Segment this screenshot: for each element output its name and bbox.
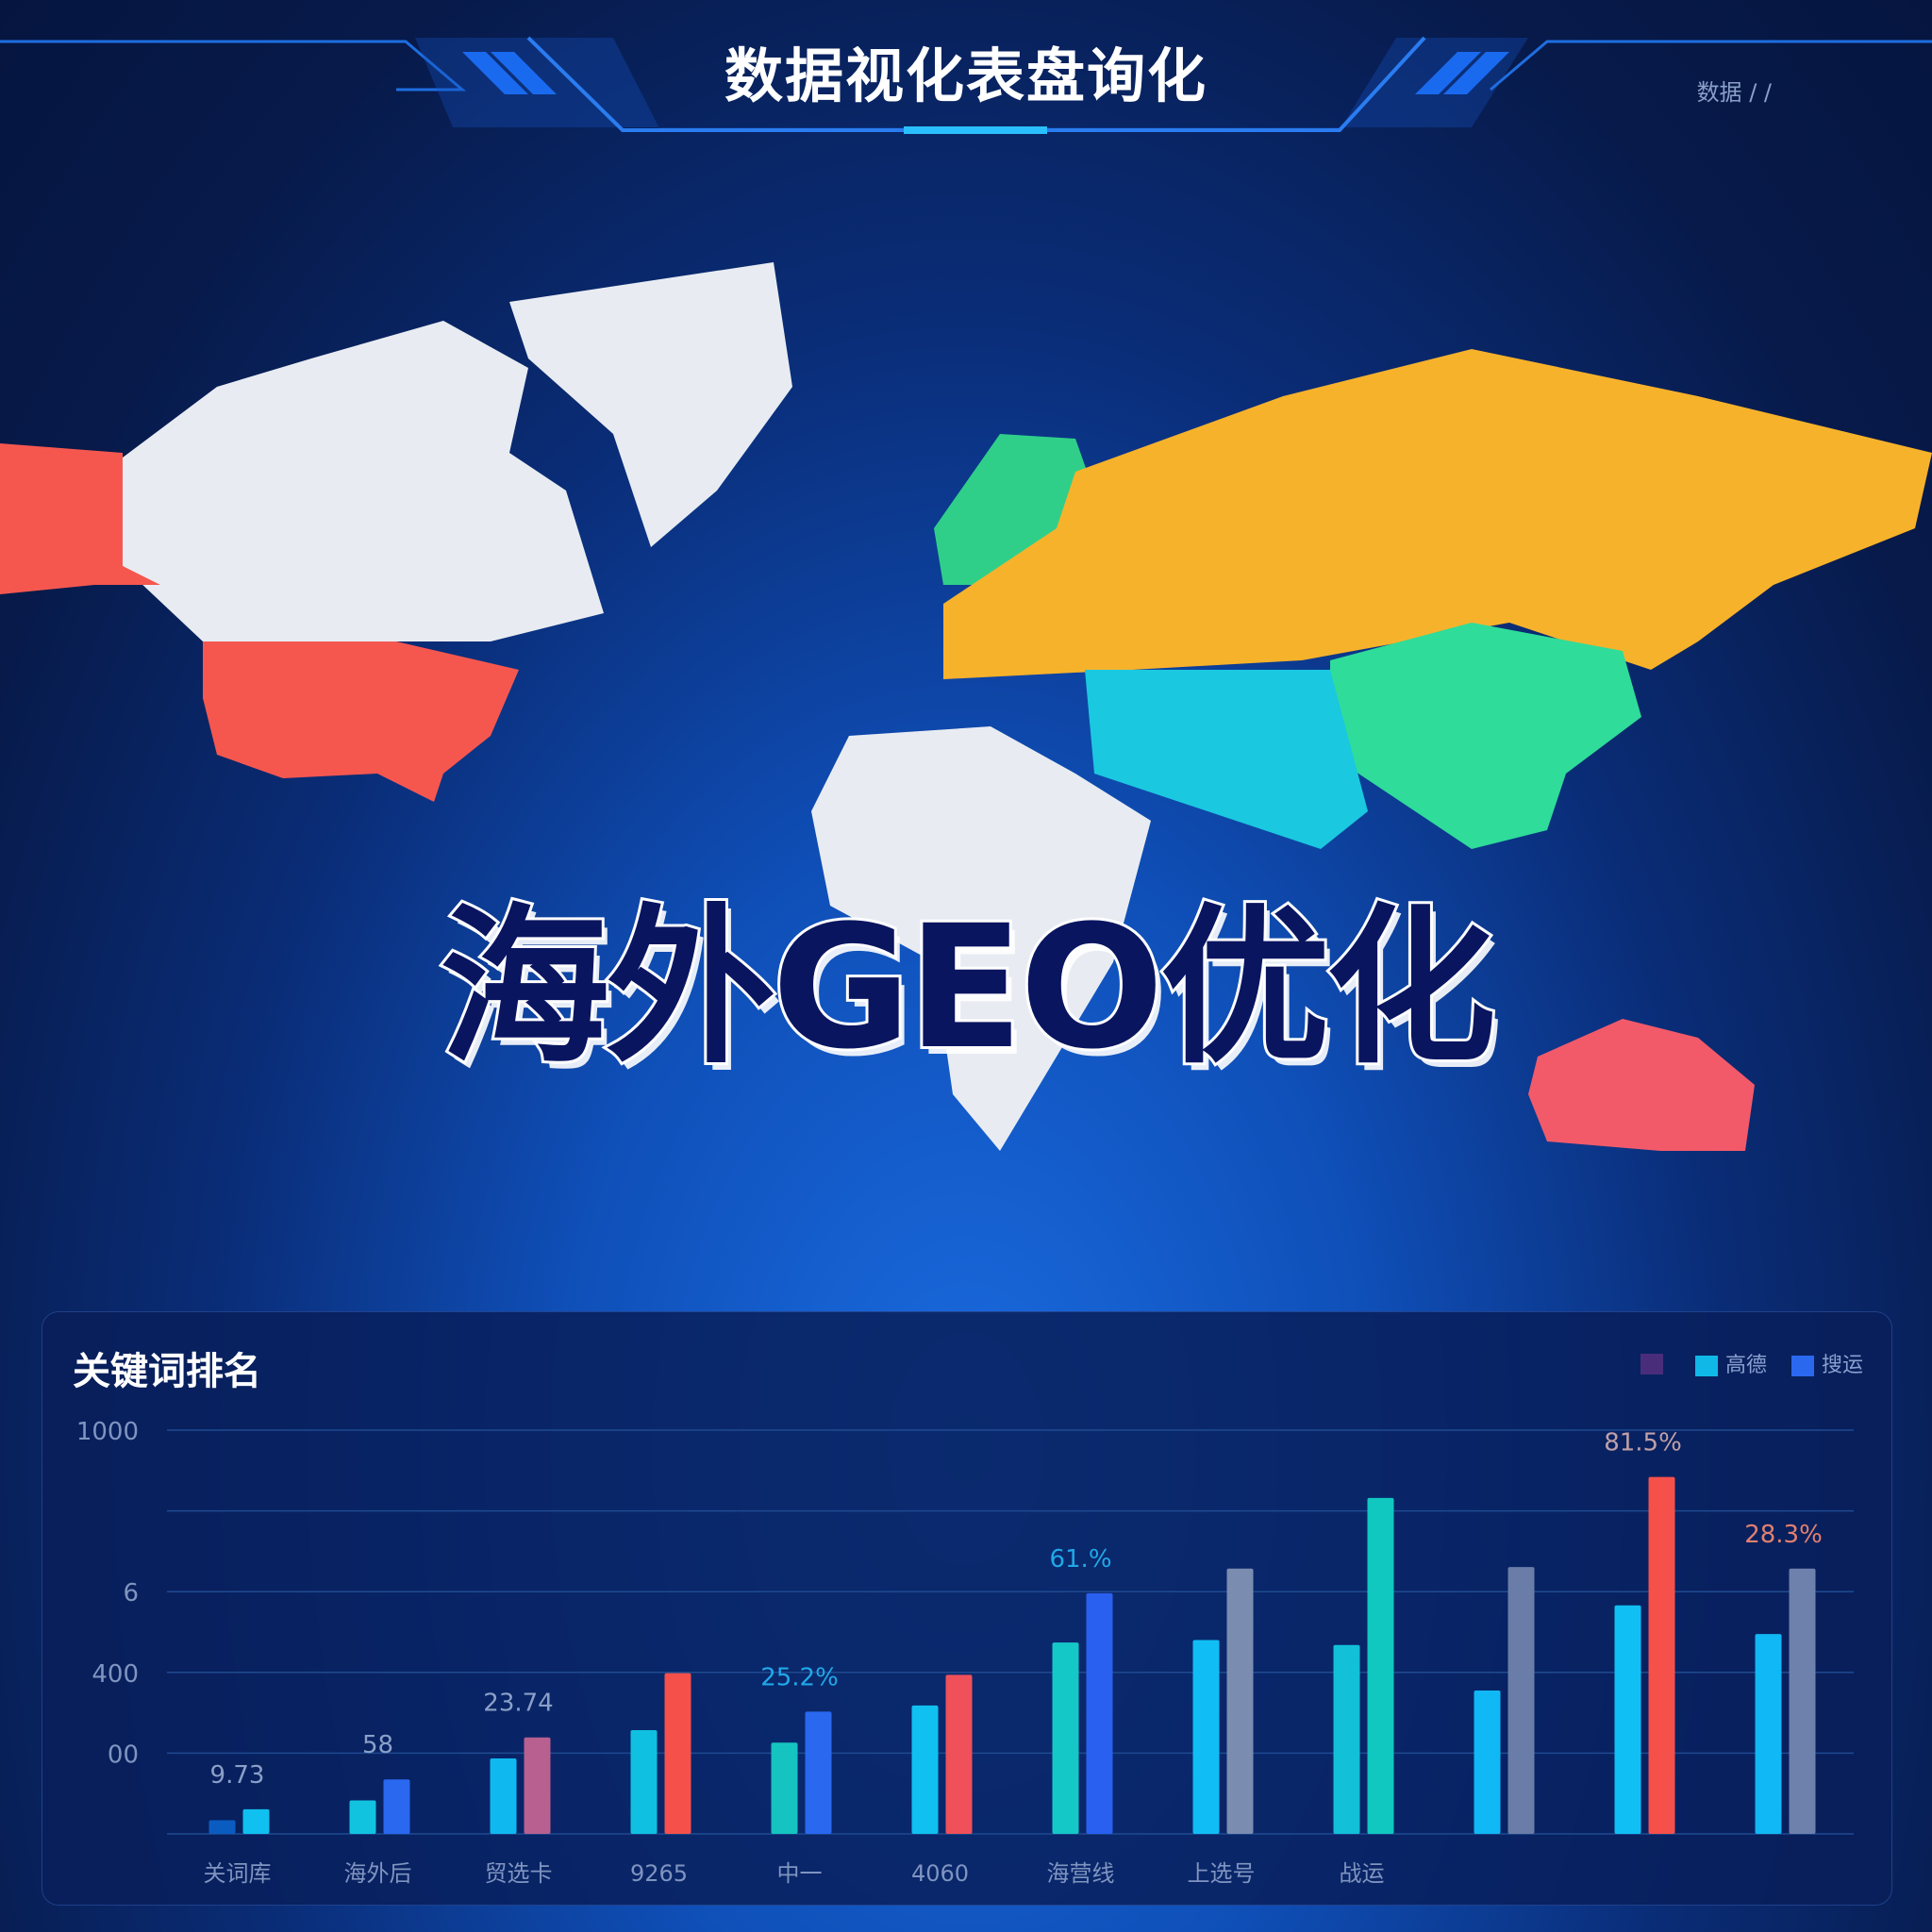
legend-label: 高德 xyxy=(1724,1354,1767,1377)
bar xyxy=(349,1800,376,1834)
header-breadcrumb: 数据 / / xyxy=(1696,79,1772,106)
bar xyxy=(911,1705,939,1834)
x-tick-label: 贸选卡 xyxy=(485,1860,553,1887)
data-label: 81.5% xyxy=(1604,1429,1682,1457)
map-greenland xyxy=(509,262,792,547)
data-label: 58 xyxy=(362,1731,393,1759)
y-tick-label: 6 xyxy=(123,1579,139,1607)
data-label: 25.2% xyxy=(760,1663,839,1691)
bar xyxy=(630,1730,658,1834)
world-map xyxy=(0,262,1932,1151)
bar xyxy=(664,1673,691,1834)
legend-item[interactable]: 高德 xyxy=(1694,1348,1767,1378)
legend-swatch xyxy=(1790,1356,1814,1376)
map-usa xyxy=(203,641,519,802)
x-tick-label: 上选号 xyxy=(1188,1860,1256,1887)
x-tick-label: 中一 xyxy=(777,1860,823,1887)
bar xyxy=(771,1742,798,1834)
bar xyxy=(1333,1644,1360,1834)
bar xyxy=(1192,1640,1220,1834)
map-north-america xyxy=(123,321,604,641)
x-tick-label: 战运 xyxy=(1340,1860,1385,1887)
data-label: 28.3% xyxy=(1744,1521,1823,1549)
bar xyxy=(1226,1568,1254,1834)
legend-item[interactable]: 搜运 xyxy=(1790,1348,1863,1378)
map-australia xyxy=(1528,1019,1755,1151)
bar xyxy=(805,1711,832,1834)
y-tick-label: 1000 xyxy=(76,1418,139,1446)
bar-chart: 1000 6 400 00 关词库 海外后 贸选卡 9265 中一 4060 海营线 上选号 战运 9.7… xyxy=(76,1418,1854,1887)
map-china xyxy=(1330,623,1641,849)
x-tick-label: 关词库 xyxy=(204,1860,272,1887)
keyword-ranking-panel: 关键词排名 高德 搜运 1000 6 400 00 关词库 海外后 贸选卡 9265 中一 406… xyxy=(42,1311,1892,1906)
map-africa xyxy=(811,726,1151,1151)
legend-item[interactable] xyxy=(1640,1352,1671,1375)
bar xyxy=(1755,1634,1782,1834)
x-tick-label: 4060 xyxy=(911,1860,969,1887)
data-label: 9.73 xyxy=(210,1761,265,1790)
bar xyxy=(1789,1568,1816,1834)
bar xyxy=(383,1779,410,1834)
bar xyxy=(1367,1497,1394,1834)
legend-swatch xyxy=(1640,1353,1663,1374)
bar xyxy=(1052,1642,1079,1834)
hero-title: 海外GEO优化 xyxy=(437,887,1499,1090)
data-label: 23.74 xyxy=(483,1690,553,1718)
bar xyxy=(1086,1592,1113,1834)
chart-legend: 高德 搜运 xyxy=(1640,1348,1863,1378)
bar xyxy=(1648,1476,1675,1834)
bar xyxy=(945,1674,973,1834)
y-tick-label: 400 xyxy=(92,1660,139,1689)
header: 数据视化表盘询化 数据 / / xyxy=(0,0,1932,142)
bar xyxy=(524,1737,551,1834)
data-label: 61.% xyxy=(1049,1545,1111,1574)
bar xyxy=(490,1757,517,1834)
x-tick-label: 海营线 xyxy=(1047,1860,1115,1887)
legend-label: 搜运 xyxy=(1821,1354,1863,1377)
bar xyxy=(1614,1605,1641,1834)
y-tick-label: 00 xyxy=(108,1740,139,1769)
map-middle-asia xyxy=(1085,670,1368,849)
x-tick-label: 海外后 xyxy=(344,1860,412,1887)
bar xyxy=(1507,1567,1535,1834)
dashboard-title: 数据视化表盘询化 xyxy=(724,42,1208,110)
bar xyxy=(208,1820,236,1834)
bar xyxy=(1474,1690,1501,1834)
map-alaska xyxy=(0,443,160,594)
map-russia xyxy=(943,349,1932,679)
bar xyxy=(242,1808,270,1834)
x-tick-label: 9265 xyxy=(630,1860,688,1887)
panel-title: 关键词排名 xyxy=(73,1350,261,1393)
legend-swatch xyxy=(1694,1356,1718,1376)
header-frame xyxy=(0,36,1932,134)
